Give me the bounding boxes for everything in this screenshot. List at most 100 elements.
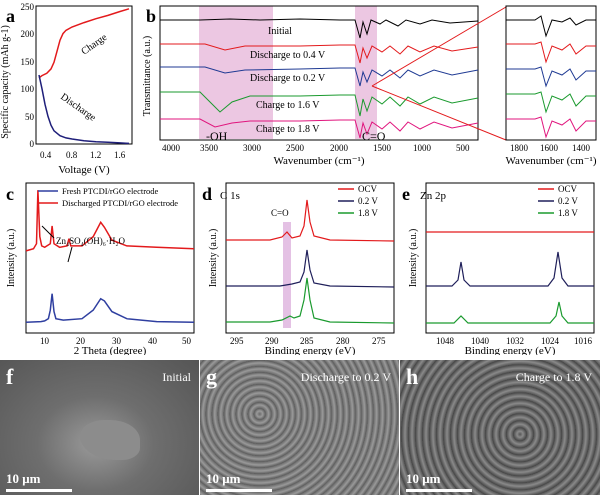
sem-image-charge: h Charge to 1.8 V 10 μm <box>400 360 600 495</box>
ftir-initial <box>160 18 479 39</box>
d-legend-0.2: 0.2 V <box>358 196 378 206</box>
e-curve-1.8 <box>426 301 594 324</box>
c-xtick-4: 50 <box>182 336 192 346</box>
oh-annotation: -OH <box>206 129 228 143</box>
e-xtick-2: 1032 <box>506 336 524 346</box>
d-co-band <box>283 222 291 328</box>
c-xtick-2: 30 <box>112 336 122 346</box>
b-ylabel: Transmittance (a.u.) <box>142 36 153 116</box>
e-xlabel: Binding energy (eV) <box>465 345 556 355</box>
c-xtick-0: 10 <box>40 336 50 346</box>
ftir-discharge-0.4 <box>160 43 479 64</box>
panel-d: d C 1s C=O OCV 0.2 V 1.8 V 295 290 285 2… <box>202 182 395 355</box>
d-xlabel: Binding energy (eV) <box>265 345 356 355</box>
b-label-discharge-0.2: Discharge to 0.2 V <box>250 73 326 84</box>
panel-a: a Charge Discharge 0.4 0.8 1.2 1.6 Volta… <box>0 2 133 176</box>
d-curve-1.8 <box>226 277 395 324</box>
sem-f-scale-label: 10 μm <box>6 471 41 486</box>
zoom-initial <box>506 15 596 38</box>
a-plot-series-1 <box>38 74 130 145</box>
d-ylabel: Intensity (a.u.) <box>208 229 219 288</box>
a-xtick-3: 1.6 <box>114 150 126 160</box>
zoom-line-top <box>371 6 507 87</box>
zoom-charge-1.8 <box>506 116 596 139</box>
ftir-discharge-0.2 <box>160 66 479 87</box>
oh-band <box>199 6 273 139</box>
d-legend-1.8: 1.8 V <box>358 208 378 218</box>
sem-image-initial: f Initial 10 μm <box>0 360 199 495</box>
b-label-initial: Initial <box>268 26 292 37</box>
sem-h-status: Charge to 1.8 V <box>515 370 592 384</box>
a-xtick-1: 0.8 <box>66 150 78 160</box>
b-xtick-7: 500 <box>456 143 470 153</box>
c-plot-series-1 <box>25 190 195 252</box>
panel-a-letter: a <box>6 6 15 26</box>
e-legend-ocv: OCV <box>558 184 578 194</box>
b-zoom-xlabel: Wavenumber (cm⁻¹) <box>506 155 597 167</box>
panel-c: c Fresh PTCDI/rGO electrode Discharged P… <box>6 182 195 355</box>
c-arrow-1 <box>41 225 55 239</box>
charge-label: Charge <box>79 32 109 58</box>
a-ytick-0: 0 <box>30 139 35 149</box>
panel-d-frame <box>225 182 395 334</box>
d-title: C 1s <box>220 190 240 202</box>
b-label-discharge-0.4: Discharge to 0.4 V <box>250 50 326 61</box>
zoom-charge-1.6 <box>506 91 596 114</box>
b-xtick-4: 2000 <box>330 143 349 153</box>
zoom-discharge-0.4 <box>506 41 596 64</box>
co-annotation: C=O <box>362 129 386 143</box>
sem-g-status: Discharge to 0.2 V <box>300 370 391 384</box>
a-xtick-0: 0.4 <box>40 150 52 160</box>
panel-a-frame <box>35 5 133 145</box>
c-annotation: Zn₄SO₄(OH)₆·H₂O <box>56 236 126 246</box>
panel-b-frame <box>159 5 479 141</box>
b-label-charge-1.8: Charge to 1.8 V <box>256 124 320 135</box>
a-xtick-2: 1.2 <box>90 150 101 160</box>
e-ylabel: Intensity (a.u.) <box>408 229 419 288</box>
d-xtick-2: 285 <box>300 336 314 346</box>
sem-g-scalebar <box>206 489 272 492</box>
figure-plots: a Charge Discharge 0.4 0.8 1.2 1.6 Volta… <box>0 2 597 355</box>
b-xtick-1: 3500 <box>200 143 219 153</box>
d-xtick-4: 275 <box>372 336 386 346</box>
d-xtick-1: 290 <box>265 336 279 346</box>
b-xlabel: Wavenumber (cm⁻¹) <box>274 155 365 167</box>
d-legend-ocv: OCV <box>358 184 378 194</box>
sem-g-letter: g <box>206 364 217 389</box>
panel-b-zoom-frame <box>505 5 597 141</box>
co-band <box>355 6 377 139</box>
c-xlabel: 2 Theta (degree) <box>74 345 147 355</box>
panel-c-frame <box>25 182 195 334</box>
a-ytick-3: 150 <box>21 57 35 67</box>
panel-e-frame <box>425 182 595 334</box>
c-arrow-2 <box>67 246 73 263</box>
sem-h-scale-label: 10 μm <box>406 471 441 486</box>
discharge-label: Discharge <box>58 91 98 123</box>
e-xtick-0: 1048 <box>436 336 455 346</box>
ftir-charge-1.6 <box>160 91 479 117</box>
zoom-discharge-0.2 <box>506 66 596 88</box>
panel-b: b Initial Discharge to 0.4 V Discharge t… <box>142 5 597 167</box>
b-zoom-xtick-1: 1600 <box>540 143 559 153</box>
panel-c-letter: c <box>6 184 14 204</box>
e-legend-0.2: 0.2 V <box>558 196 578 206</box>
e-xtick-3: 1024 <box>541 336 560 346</box>
e-xtick-4: 1016 <box>574 336 593 346</box>
sem-h-scalebar <box>406 489 472 492</box>
b-xtick-0: 4000 <box>162 143 181 153</box>
sem-g-scale-label: 10 μm <box>206 471 241 486</box>
c-xtick-3: 40 <box>148 336 158 346</box>
sem-f-scalebar <box>6 489 72 492</box>
a-ytick-1: 50 <box>25 112 35 122</box>
b-xtick-5: 1500 <box>373 143 392 153</box>
ftir-charge-1.8 <box>160 118 479 139</box>
e-legend-1.8: 1.8 V <box>558 208 578 218</box>
e-xtick-1: 1040 <box>471 336 490 346</box>
c-legend-fresh: Fresh PTCDI/rGO electrode <box>62 186 159 196</box>
e-title: Zn 2p <box>420 190 446 202</box>
c-legend-discharged: Discharged PTCDI/rGO electrode <box>62 198 178 208</box>
d-co-label: C=O <box>271 208 289 218</box>
sem-flake <box>80 420 140 460</box>
c-ylabel: Intensity (a.u.) <box>6 229 17 288</box>
panel-e: e Zn 2p OCV 0.2 V 1.8 V 1048 1040 1032 1… <box>402 182 595 355</box>
